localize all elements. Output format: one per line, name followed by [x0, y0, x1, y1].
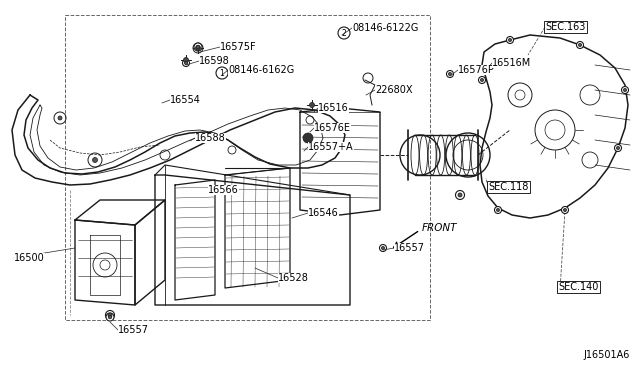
Circle shape: [182, 60, 189, 67]
Circle shape: [380, 244, 387, 251]
Text: 16554: 16554: [170, 95, 201, 105]
Circle shape: [495, 206, 502, 214]
Text: 16576P: 16576P: [458, 65, 495, 75]
Circle shape: [447, 71, 454, 77]
Circle shape: [508, 38, 511, 42]
Text: 16566: 16566: [208, 185, 239, 195]
Circle shape: [456, 190, 465, 199]
Text: 16557: 16557: [118, 325, 149, 335]
Circle shape: [196, 45, 200, 49]
Text: SEC.140: SEC.140: [558, 282, 598, 292]
Circle shape: [106, 311, 115, 320]
Text: 16588: 16588: [195, 133, 226, 143]
Text: 16528: 16528: [278, 273, 309, 283]
Circle shape: [458, 193, 462, 197]
Circle shape: [184, 61, 188, 65]
Circle shape: [481, 78, 484, 81]
Text: 16598: 16598: [199, 56, 230, 66]
Text: 16576E: 16576E: [314, 123, 351, 133]
Circle shape: [93, 157, 97, 163]
Text: 16575F: 16575F: [220, 42, 257, 52]
Circle shape: [216, 67, 228, 79]
Circle shape: [614, 144, 621, 151]
Circle shape: [108, 313, 112, 317]
Circle shape: [195, 45, 200, 51]
Text: 16557+A: 16557+A: [308, 142, 354, 152]
Circle shape: [449, 73, 452, 76]
Circle shape: [563, 208, 566, 212]
Circle shape: [621, 87, 628, 93]
Circle shape: [616, 147, 620, 150]
Text: 1: 1: [220, 68, 225, 77]
Circle shape: [194, 43, 202, 51]
Circle shape: [338, 27, 350, 39]
Circle shape: [623, 89, 627, 92]
Circle shape: [506, 36, 513, 44]
Circle shape: [106, 313, 114, 321]
Text: 16557: 16557: [394, 243, 425, 253]
Circle shape: [58, 116, 62, 120]
Circle shape: [577, 42, 584, 48]
Text: 2: 2: [342, 29, 346, 38]
Text: 16516M: 16516M: [492, 58, 531, 68]
Text: 16546: 16546: [308, 208, 339, 218]
Text: 08146-6122G: 08146-6122G: [352, 23, 419, 33]
Circle shape: [579, 44, 582, 46]
Circle shape: [381, 246, 385, 250]
Text: SEC.118: SEC.118: [488, 182, 529, 192]
Circle shape: [497, 208, 500, 212]
Text: J16501A6: J16501A6: [584, 350, 630, 360]
Text: 08146-6162G: 08146-6162G: [228, 65, 294, 75]
Circle shape: [561, 206, 568, 214]
Circle shape: [108, 315, 112, 319]
Circle shape: [303, 133, 313, 143]
Text: FRONT: FRONT: [422, 223, 458, 233]
Circle shape: [184, 58, 189, 62]
Text: SEC.163: SEC.163: [545, 22, 586, 32]
Circle shape: [479, 77, 486, 83]
Circle shape: [310, 103, 314, 108]
Text: 16500: 16500: [14, 253, 45, 263]
Text: 22680X: 22680X: [375, 85, 413, 95]
Text: 16516: 16516: [318, 103, 349, 113]
